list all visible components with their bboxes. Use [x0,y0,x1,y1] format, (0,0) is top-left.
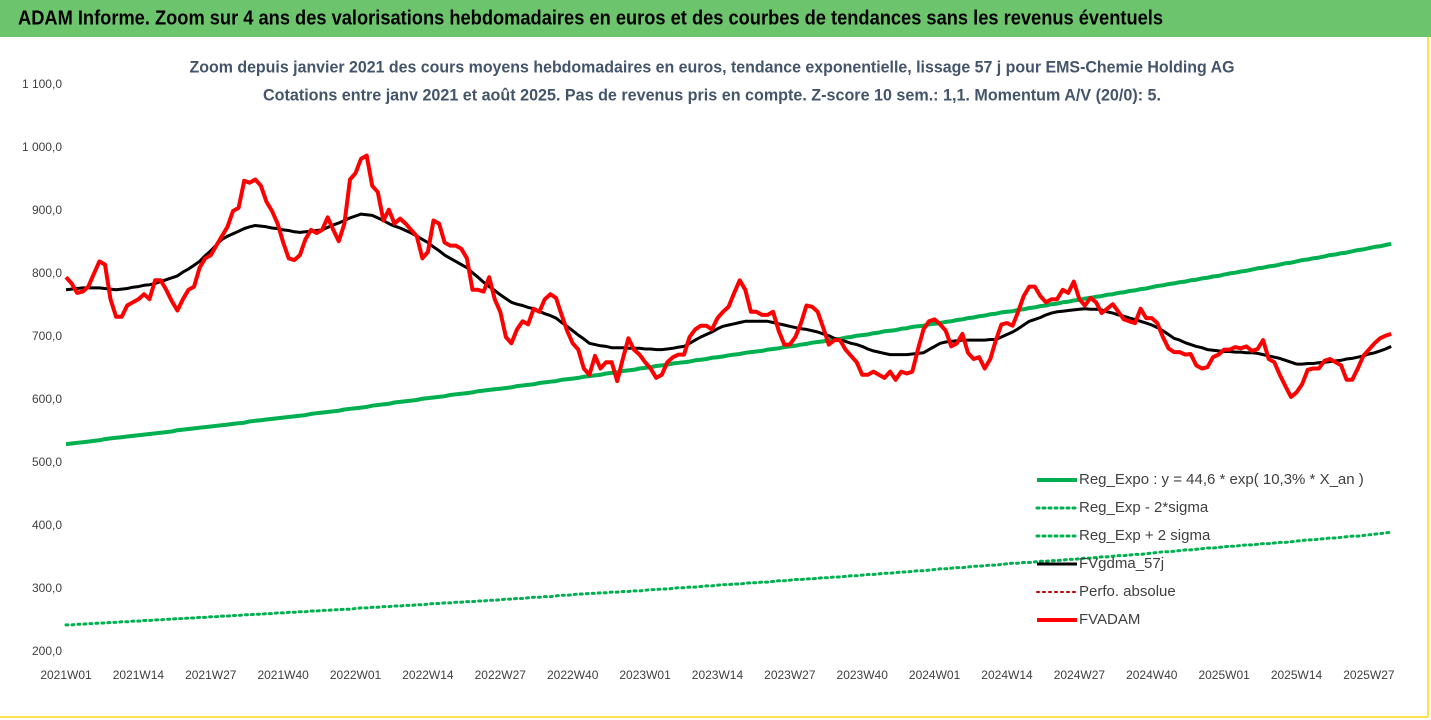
x-tick-label: 2023W01 [619,668,671,682]
x-tick-label: 2023W27 [764,668,816,682]
title-box [186,52,1244,110]
header-title: ADAM Informe. Zoom sur 4 ans des valoris… [18,7,1163,29]
series-line [64,530,1393,627]
y-tick-label: 800,0 [32,266,62,280]
y-tick-label: 200,0 [32,644,62,658]
x-tick-label: 2023W14 [692,668,744,682]
x-tick-label: 2022W40 [547,668,599,682]
x-tick-label: 2022W01 [330,668,382,682]
chart-subtitle: Cotations entre janv 2021 et août 2025. … [263,85,1161,104]
y-tick-label: 1 100,0 [22,77,62,91]
y-tick-label: 900,0 [32,203,62,217]
y-tick-label: 600,0 [32,392,62,406]
y-tick-label: 300,0 [32,581,62,595]
legend-label: Reg_Exp + 2 sigma [1079,527,1211,544]
x-tick-label: 2024W40 [1126,668,1178,682]
x-tick-label: 2025W14 [1271,668,1323,682]
legend-label: Perfo. absolue [1079,583,1176,600]
chart-title: Zoom depuis janvier 2021 des cours moyen… [190,57,1235,76]
x-tick-label: 2021W14 [113,668,165,682]
x-tick-label: 2024W27 [1054,668,1106,682]
series-line [64,153,1392,399]
x-tick-label: 2024W01 [909,668,961,682]
y-tick-label: 1 000,0 [22,140,62,154]
x-tick-label: 2021W40 [257,668,309,682]
x-tick-label: 2024W14 [981,668,1033,682]
y-tick-label: 500,0 [32,455,62,469]
x-tick-label: 2021W01 [40,668,92,682]
x-tick-label: 2021W27 [185,668,237,682]
plot-area [64,153,1393,627]
y-tick-label: 700,0 [32,329,62,343]
series-line [65,212,1392,366]
legend-label: FVgdma_57j [1079,555,1164,572]
legend-label: FVADAM [1079,611,1140,628]
header-bar [0,0,1431,37]
x-tick-label: 2022W14 [402,668,454,682]
x-tick-label: 2023W40 [837,668,889,682]
series-line [65,241,1392,447]
y-tick-label: 400,0 [32,518,62,532]
legend-label: Reg_Expo : y = 44,6 * exp( 10,3% * X_an … [1079,471,1364,488]
x-tick-label: 2025W01 [1198,668,1250,682]
legend-label: Reg_Exp - 2*sigma [1079,499,1209,516]
x-tick-label: 2025W27 [1343,668,1395,682]
x-tick-label: 2022W27 [475,668,527,682]
